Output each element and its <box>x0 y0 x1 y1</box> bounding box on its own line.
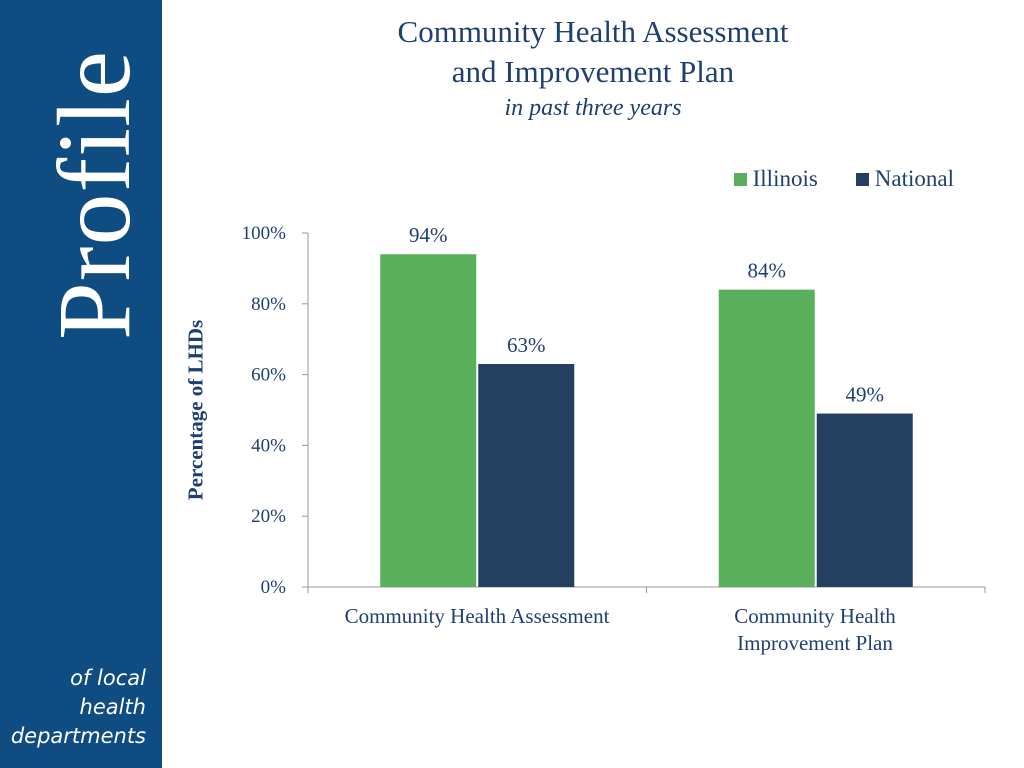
data-label-national: 49% <box>846 383 885 407</box>
data-label-illinois: 94% <box>409 223 448 247</box>
legend-label-national: National <box>874 166 954 191</box>
y-tick-label: 60% <box>251 365 286 386</box>
x-category-line: Community Health Assessment <box>344 604 610 628</box>
x-category-line: Community Health <box>734 604 896 628</box>
chart-title-line: and Improvement Plan <box>451 54 735 89</box>
chart-legend: Illinois National <box>733 166 954 192</box>
bar-national <box>478 363 575 587</box>
y-tick-label: 0% <box>261 577 287 598</box>
brand-tagline: of local health departments <box>11 664 146 751</box>
chart-subtitle: in past three years <box>504 95 682 121</box>
legend-item-national: National <box>855 166 954 192</box>
tagline-line: health <box>79 695 146 719</box>
y-axis-label: Percentage of LHDs <box>183 319 208 501</box>
y-tick-label: 80% <box>251 294 286 315</box>
legend-swatch-illinois <box>733 172 747 186</box>
legend-swatch-national <box>855 172 869 186</box>
chart-title-block: Community Health Assessment and Improvem… <box>162 12 1024 124</box>
legend-label-illinois: Illinois <box>752 166 818 191</box>
x-category-label: Community Health Assessment <box>308 603 646 630</box>
data-label-national: 63% <box>507 333 546 357</box>
bar-illinois <box>718 289 815 587</box>
y-tick-label: 20% <box>251 506 286 527</box>
tagline-line: of local <box>70 666 146 690</box>
x-category-label: Community Health Improvement Plan <box>646 603 984 657</box>
tagline-line: departments <box>10 724 146 748</box>
legend-item-illinois: Illinois <box>733 166 818 192</box>
x-category-line: Improvement Plan <box>737 631 893 655</box>
chart-title-line: Community Health Assessment <box>397 14 789 49</box>
bar-illinois <box>380 254 477 588</box>
bar-national <box>816 413 913 587</box>
data-label-illinois: 84% <box>748 259 787 283</box>
y-tick-label: 100% <box>242 223 287 244</box>
y-tick-label: 40% <box>251 435 286 456</box>
sidebar: Profile of local health departments <box>0 0 162 768</box>
